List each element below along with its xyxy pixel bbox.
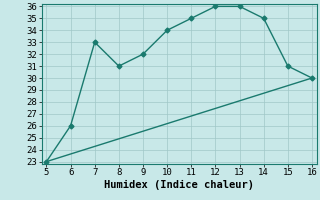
X-axis label: Humidex (Indice chaleur): Humidex (Indice chaleur): [104, 180, 254, 190]
